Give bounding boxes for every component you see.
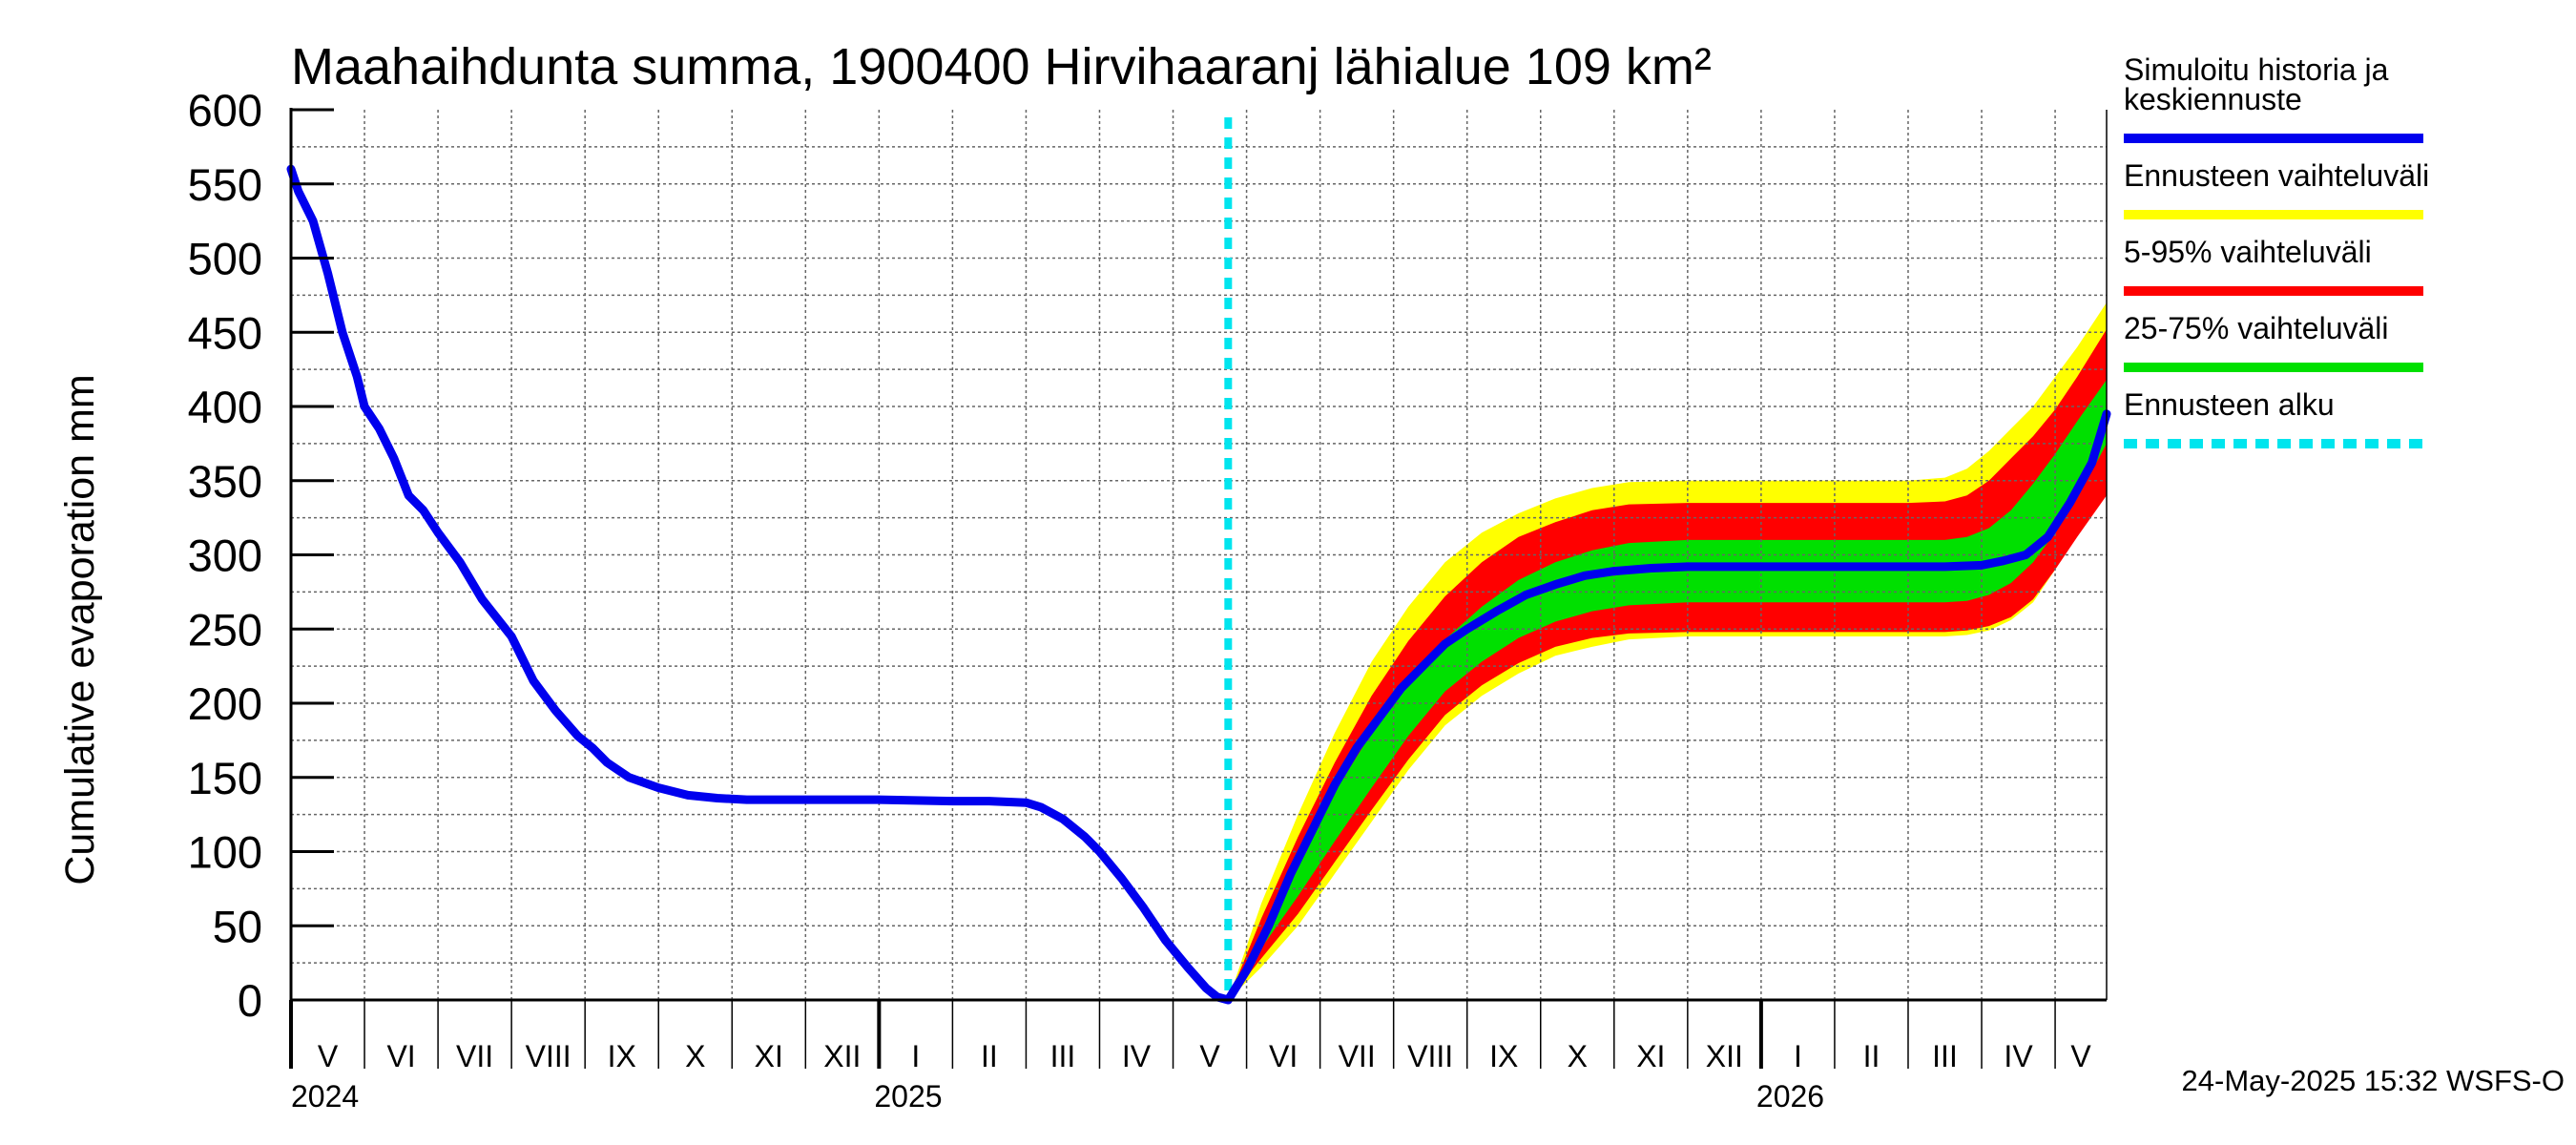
x-month-label: VII	[456, 1039, 493, 1073]
x-month-label: VI	[386, 1039, 415, 1073]
x-month-label: II	[1863, 1039, 1880, 1073]
x-month-label: XII	[823, 1039, 861, 1073]
y-tick-label: 550	[188, 159, 262, 210]
y-tick-label: 500	[188, 234, 262, 284]
legend-label: keskiennuste	[2124, 82, 2302, 116]
x-month-label: VI	[1269, 1039, 1298, 1073]
x-axis: V VI VII VIII IX X XI XII I II III IV V VI VII VIII IX X X…	[289, 1000, 2091, 1114]
x-month-label: XII	[1706, 1039, 1743, 1073]
x-year-label: 2024	[291, 1079, 359, 1114]
x-month-label: IX	[608, 1039, 636, 1073]
x-month-label: V	[318, 1039, 339, 1073]
x-month-label: II	[981, 1039, 998, 1073]
y-tick-label: 50	[213, 901, 262, 951]
x-month-label: I	[1794, 1039, 1802, 1073]
x-month-label: V	[2070, 1039, 2091, 1073]
x-month-label: III	[1050, 1039, 1076, 1073]
mean-line-group	[286, 164, 2111, 1005]
legend-label: 25-75% vaihteluväli	[2124, 311, 2389, 345]
x-month-label: IV	[1122, 1039, 1152, 1073]
x-month-label: V	[1199, 1039, 1220, 1073]
x-month-label: X	[685, 1039, 705, 1073]
mean-line	[286, 164, 2111, 1005]
y-tick-label: 300	[188, 531, 262, 581]
timestamp-footer: 24-May-2025 15:32 WSFS-O	[2182, 1064, 2565, 1097]
x-month-label: III	[1932, 1039, 1958, 1073]
y-tick-label: 250	[188, 604, 262, 655]
x-month-label: VIII	[526, 1039, 571, 1073]
band-2	[1228, 329, 2107, 1001]
x-month-label: XI	[1636, 1039, 1665, 1073]
x-month-label: IX	[1489, 1039, 1518, 1073]
x-month-label: X	[1568, 1039, 1588, 1073]
y-tick-label: 450	[188, 307, 262, 358]
y-tick-label: 400	[188, 382, 262, 432]
legend-label: Ennusteen vaihteluväli	[2124, 158, 2429, 193]
y-tick-label: 200	[188, 678, 262, 729]
y-tick-label: 600	[188, 85, 262, 135]
x-month-label: VII	[1339, 1039, 1376, 1073]
x-year-label: 2025	[874, 1079, 942, 1114]
y-tick-label: 150	[188, 753, 262, 803]
chart-title: Maahaihdunta summa, 1900400 Hirvihaaranj…	[291, 38, 1712, 95]
grid-lines	[291, 110, 2107, 1000]
x-month-label: IV	[2004, 1039, 2033, 1073]
x-year-label: 2026	[1756, 1079, 1824, 1114]
x-month-label: XI	[755, 1039, 783, 1073]
legend-label: 5-95% vaihteluväli	[2124, 235, 2372, 269]
y-tick-label: 0	[238, 975, 262, 1026]
x-month-label: VIII	[1407, 1039, 1453, 1073]
y-axis-label: Cumulative evaporation mm	[57, 374, 103, 885]
y-tick-label: 350	[188, 456, 262, 507]
legend-label: Simuloitu historia ja	[2124, 52, 2389, 87]
legend-label: Ennusteen alku	[2124, 387, 2335, 422]
y-axis: 0 50 100 150 200 250 300 350 400 450 500 550 600	[188, 85, 334, 1026]
x-month-label: I	[911, 1039, 920, 1073]
y-tick-label: 100	[188, 827, 262, 878]
